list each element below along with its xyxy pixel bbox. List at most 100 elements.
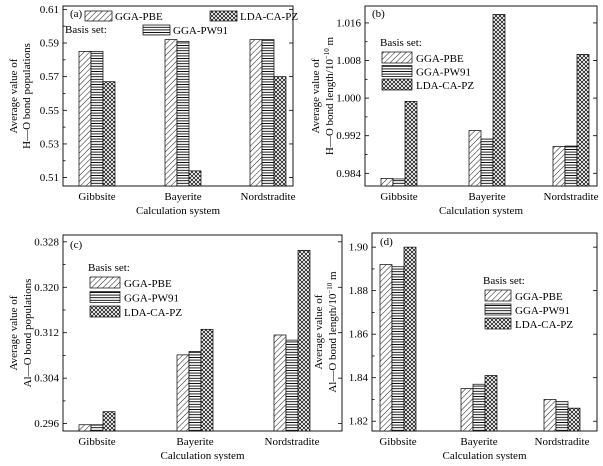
legend-label-2: GGA-PW91	[173, 25, 228, 37]
legend-label-1: GGA-PBE	[416, 53, 464, 65]
y-tick-label: 1.88	[349, 285, 369, 297]
legend-swatch-1	[484, 289, 512, 302]
legend-label-3: LDA-CA-PZ	[515, 319, 573, 331]
panel-label: (d)	[380, 236, 393, 248]
legend: Basis set: GGA-PBE GGA-PW91 LDA-CA-PZ	[65, 10, 298, 37]
legend-swatch-2	[89, 291, 121, 303]
legend-label-1: GGA-PBE	[515, 291, 563, 303]
x-tick-label: Bayerite	[164, 191, 201, 203]
legend-label-1: GGA-PBE	[124, 278, 172, 290]
bar-gga-pbe-nordstradite	[543, 399, 557, 432]
y-tick-label: 1.016	[336, 17, 361, 29]
legend-swatch-3	[484, 317, 512, 330]
bar-gga-pw91-bayerite	[176, 40, 190, 187]
y-tick-label: 1.86	[349, 329, 369, 341]
legend-label-3: LDA-CA-PZ	[124, 307, 182, 319]
x-tick-label: Nordstradite	[265, 436, 320, 448]
x-axis-title: Calculation system	[136, 205, 220, 217]
y-tick-label: 0.992	[336, 130, 361, 142]
bar-lda-ca-pz-nordstradite	[576, 54, 590, 187]
bar-lda-ca-pz-bayerite	[484, 375, 498, 432]
bar-gga-pbe-nordstradite	[249, 39, 263, 187]
legend-swatch-2	[381, 65, 413, 77]
y-tick-label: 0.984	[336, 168, 361, 180]
y-tick-label: 0.328	[34, 236, 59, 248]
legend-label-2: GGA-PW91	[416, 67, 471, 79]
legend-swatch-3	[209, 10, 238, 22]
y-tick-label: 0.51	[40, 172, 59, 184]
x-tick-label: Gibbsite	[78, 191, 115, 203]
legend-title: Basis set:	[483, 275, 525, 287]
y-tick-label: 0.304	[34, 373, 59, 385]
bar-gga-pw91-bayerite	[480, 138, 494, 187]
bar-gga-pw91-gibbsite	[90, 51, 104, 187]
panel-label: (a)	[70, 8, 83, 20]
chart-panel-1: (a) 0.51 0.53 0.55 0.57 0.59 0.61 Gibbsite Bayer…	[8, 4, 298, 217]
bar-lda-ca-pz-nordstradite	[297, 249, 311, 432]
bar-lda-ca-pz-bayerite	[200, 328, 214, 432]
y-axis-title-line2: H—O bond length/10−10 m	[323, 36, 336, 155]
y-axis-title-line1: Average value of	[310, 58, 322, 133]
legend-label-2: GGA-PW91	[515, 305, 570, 317]
y-tick-label: 1.82	[349, 416, 368, 428]
x-tick-label: Gibbsite	[379, 436, 416, 448]
bar-gga-pbe-nordstradite	[273, 334, 287, 432]
bar-gga-pw91-bayerite	[472, 383, 486, 432]
chart-panel-4: (d) 1.82 1.84 1.86 1.88 1.90 Gibbsite Bayerite N…	[313, 232, 598, 462]
y-axis-title-line1: Average value of	[8, 58, 20, 133]
legend-title: Basis set:	[380, 37, 422, 49]
x-axis-title: Calculation system	[160, 450, 244, 461]
x-tick-label: Nordstradite	[241, 191, 296, 203]
x-tick-label: Gibbsite	[380, 191, 417, 203]
bar-gga-pbe-bayerite	[460, 388, 474, 432]
y-axis-title-line2: Al—O bond populations	[22, 279, 34, 388]
y-axis-title-line2: H—O bond populations	[21, 43, 33, 149]
bar-lda-ca-pz-gibbsite	[403, 246, 417, 432]
legend-label-3: LDA-CA-PZ	[416, 80, 474, 92]
x-tick-label: Nordstradite	[544, 191, 599, 203]
y-tick-label: 1.000	[336, 93, 361, 105]
legend-swatch-2	[484, 303, 512, 316]
y-tick-label: 0.320	[34, 282, 59, 294]
legend-title: Basis set:	[88, 262, 130, 274]
legend-swatch-3	[89, 305, 121, 318]
legend-label-2: GGA-PW91	[124, 293, 179, 305]
legend-title: Basis set:	[65, 24, 107, 36]
bar-gga-pw91-nordstradite	[261, 39, 275, 187]
y-tick-label: 1.90	[349, 242, 369, 254]
bar-lda-ca-pz-gibbsite	[102, 411, 116, 432]
bar-gga-pw91-gibbsite	[90, 424, 104, 432]
bar-gga-pw91-nordstradite	[564, 145, 578, 187]
y-tick-label: 0.53	[40, 138, 60, 150]
bar-gga-pbe-bayerite	[164, 39, 178, 187]
bar-gga-pw91-bayerite	[188, 351, 202, 432]
legend-swatch-1	[381, 51, 413, 64]
x-axis-title: Calculation system	[439, 205, 523, 217]
y-axis-title-line1: Average value of	[313, 294, 325, 369]
bar-lda-ca-pz-gibbsite	[102, 81, 116, 187]
y-tick-label: 1.84	[349, 372, 369, 384]
bar-lda-ca-pz-bayerite	[492, 14, 506, 187]
x-axis-title: Calculation system	[442, 450, 526, 461]
legend-swatch-1	[84, 10, 113, 22]
legend: Basis set: GGA-PBE GGA-PW91 LDA-CA-PZ	[88, 262, 182, 319]
y-axis-title-line2: Al—O bond length/10−10 m	[326, 271, 339, 393]
x-tick-label: Bayerite	[176, 436, 213, 448]
legend-label-3: LDA-CA-PZ	[240, 11, 298, 23]
chart-panel-3: (c) 0.296 0.304 0.312 0.320 0.328 Gibbsite Baye…	[8, 234, 343, 462]
x-tick-label: Bayerite	[460, 436, 497, 448]
y-tick-label: 0.59	[40, 38, 60, 50]
y-tick-label: 0.312	[34, 327, 59, 339]
legend-swatch-2	[142, 24, 171, 36]
bar-lda-ca-pz-nordstradite	[273, 76, 287, 187]
x-tick-label: Nordstradite	[535, 436, 590, 448]
legend-swatch-1	[89, 276, 121, 289]
bar-gga-pw91-gibbsite	[392, 178, 406, 187]
bar-gga-pw91-gibbsite	[391, 266, 405, 432]
panel-label: (b)	[372, 8, 385, 20]
bar-gga-pbe-gibbsite	[78, 424, 92, 432]
legend-label-1: GGA-PBE	[115, 11, 163, 23]
